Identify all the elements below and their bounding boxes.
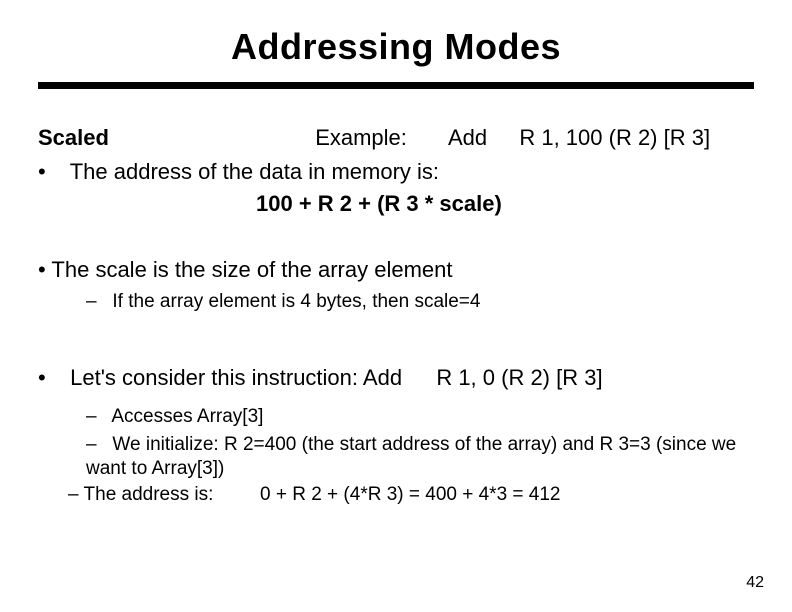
scaled-example-line: Scaled Example: Add R 1, 100 (R 2) [R 3]	[38, 125, 754, 151]
title-underline	[38, 82, 754, 89]
consider-bullet: • Let's consider this instruction: Add R…	[38, 365, 754, 391]
example-instruction: Add	[448, 125, 487, 150]
slide-container: Addressing Modes Scaled Example: Add R 1…	[0, 0, 792, 612]
bullet-dot-icon: •	[38, 159, 64, 185]
dash-icon: –	[86, 434, 107, 455]
slide-title: Addressing Modes	[38, 26, 754, 68]
initialize-text: We initialize: R 2=400 (the start addres…	[86, 434, 736, 479]
example-args: R 1, 100 (R 2) [R 3]	[519, 125, 710, 150]
dash-icon: –	[86, 291, 107, 312]
scale-sub-bullet: – If the array element is 4 bytes, then …	[86, 291, 754, 313]
address-bullet-text: The address of the data in memory is:	[70, 159, 439, 184]
accesses-text: Accesses Array[3]	[111, 406, 263, 427]
accesses-sub: – Accesses Array[3]	[86, 405, 754, 429]
consider-args: R 1, 0 (R 2) [R 3]	[436, 365, 602, 390]
page-number: 42	[746, 574, 764, 592]
dash-icon: –	[86, 406, 107, 427]
bullet-dot-icon: •	[38, 365, 64, 391]
address-formula: 100 + R 2 + (R 3 * scale)	[38, 191, 754, 217]
scale-bullet: • The scale is the size of the array ele…	[38, 257, 754, 283]
example-prefix: Example:	[315, 125, 407, 150]
scaled-label: Scaled	[38, 125, 109, 150]
address-is-sub: – The address is: 0 + R 2 + (4*R 3) = 40…	[68, 484, 754, 506]
address-is-label: The address is:	[84, 484, 214, 505]
address-is-expr: 0 + R 2 + (4*R 3) = 400 + 4*3 = 412	[260, 484, 561, 505]
consider-bullet-text: Let's consider this instruction: Add	[70, 365, 402, 390]
scale-bullet-text: The scale is the size of the array eleme…	[51, 257, 452, 282]
dash-icon: –	[68, 484, 84, 505]
initialize-sub: – We initialize: R 2=400 (the start addr…	[86, 433, 754, 481]
scale-sub-text: If the array element is 4 bytes, then sc…	[112, 291, 480, 312]
bullet-dot-icon: •	[38, 257, 51, 282]
address-bullet: • The address of the data in memory is:	[38, 159, 754, 185]
